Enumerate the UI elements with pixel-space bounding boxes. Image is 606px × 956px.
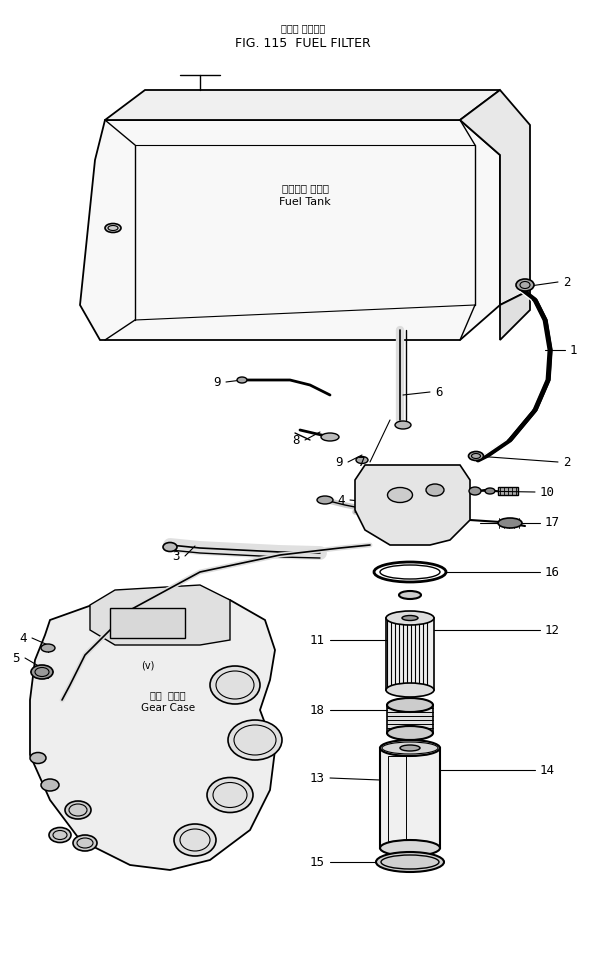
- Text: 2: 2: [563, 275, 570, 289]
- Text: 13: 13: [310, 771, 325, 785]
- Ellipse shape: [498, 518, 522, 528]
- Text: 9: 9: [213, 376, 221, 388]
- Ellipse shape: [376, 852, 444, 872]
- Ellipse shape: [386, 683, 434, 697]
- Polygon shape: [460, 90, 530, 305]
- Ellipse shape: [73, 835, 97, 851]
- Ellipse shape: [387, 698, 433, 712]
- Text: Gear Case: Gear Case: [141, 703, 195, 713]
- Text: 14: 14: [540, 764, 555, 776]
- Text: 4: 4: [338, 493, 345, 507]
- Ellipse shape: [41, 644, 55, 652]
- Ellipse shape: [387, 726, 433, 740]
- Ellipse shape: [65, 801, 91, 819]
- Ellipse shape: [386, 611, 434, 625]
- Text: 16: 16: [545, 566, 560, 578]
- Ellipse shape: [41, 779, 59, 791]
- Ellipse shape: [237, 377, 247, 383]
- Text: 18: 18: [310, 704, 325, 716]
- Polygon shape: [500, 290, 530, 340]
- Ellipse shape: [380, 740, 440, 756]
- Bar: [388, 756, 406, 841]
- Text: 3: 3: [173, 550, 180, 562]
- Bar: [380, 748, 440, 848]
- Bar: [387, 705, 433, 733]
- Ellipse shape: [426, 484, 444, 496]
- Ellipse shape: [399, 591, 421, 599]
- Bar: [110, 608, 185, 638]
- Polygon shape: [90, 585, 230, 645]
- Polygon shape: [355, 465, 470, 545]
- Bar: [386, 618, 434, 690]
- Ellipse shape: [387, 488, 413, 503]
- Ellipse shape: [395, 421, 411, 429]
- Ellipse shape: [321, 433, 339, 441]
- Text: 8: 8: [293, 433, 300, 446]
- Ellipse shape: [356, 457, 368, 464]
- Text: 10: 10: [540, 486, 555, 498]
- Text: 11: 11: [310, 634, 325, 646]
- Ellipse shape: [228, 720, 282, 760]
- Text: 6: 6: [435, 385, 442, 399]
- Ellipse shape: [485, 488, 495, 494]
- Text: 17: 17: [545, 516, 560, 530]
- Text: 5: 5: [13, 651, 20, 664]
- Ellipse shape: [210, 666, 260, 704]
- Text: 15: 15: [310, 856, 325, 868]
- Ellipse shape: [400, 745, 420, 751]
- Ellipse shape: [317, 496, 333, 504]
- Ellipse shape: [174, 824, 216, 856]
- Text: 2: 2: [563, 455, 570, 468]
- Ellipse shape: [468, 451, 484, 461]
- Bar: [498, 487, 518, 495]
- Text: フェルル タンク: フェルル タンク: [282, 183, 328, 193]
- Text: (v): (v): [141, 660, 155, 670]
- Text: FIG. 115  FUEL FILTER: FIG. 115 FUEL FILTER: [235, 36, 371, 50]
- Polygon shape: [80, 120, 500, 340]
- Text: 4: 4: [19, 632, 27, 644]
- Polygon shape: [105, 90, 500, 120]
- Ellipse shape: [402, 616, 418, 620]
- Text: 12: 12: [545, 623, 560, 637]
- Text: 7: 7: [358, 455, 365, 468]
- Text: 1: 1: [570, 343, 578, 357]
- Ellipse shape: [105, 224, 121, 232]
- Ellipse shape: [49, 828, 71, 842]
- Polygon shape: [30, 590, 275, 870]
- Ellipse shape: [207, 777, 253, 813]
- Text: 9: 9: [336, 455, 343, 468]
- Ellipse shape: [163, 542, 177, 552]
- Ellipse shape: [31, 665, 53, 679]
- Text: フェル フィルタ: フェル フィルタ: [281, 23, 325, 33]
- Text: ギヤ  ケース: ギヤ ケース: [150, 690, 186, 700]
- Ellipse shape: [30, 752, 46, 764]
- Ellipse shape: [469, 487, 481, 495]
- Text: Fuel Tank: Fuel Tank: [279, 197, 331, 207]
- Ellipse shape: [380, 840, 440, 856]
- Ellipse shape: [516, 279, 534, 291]
